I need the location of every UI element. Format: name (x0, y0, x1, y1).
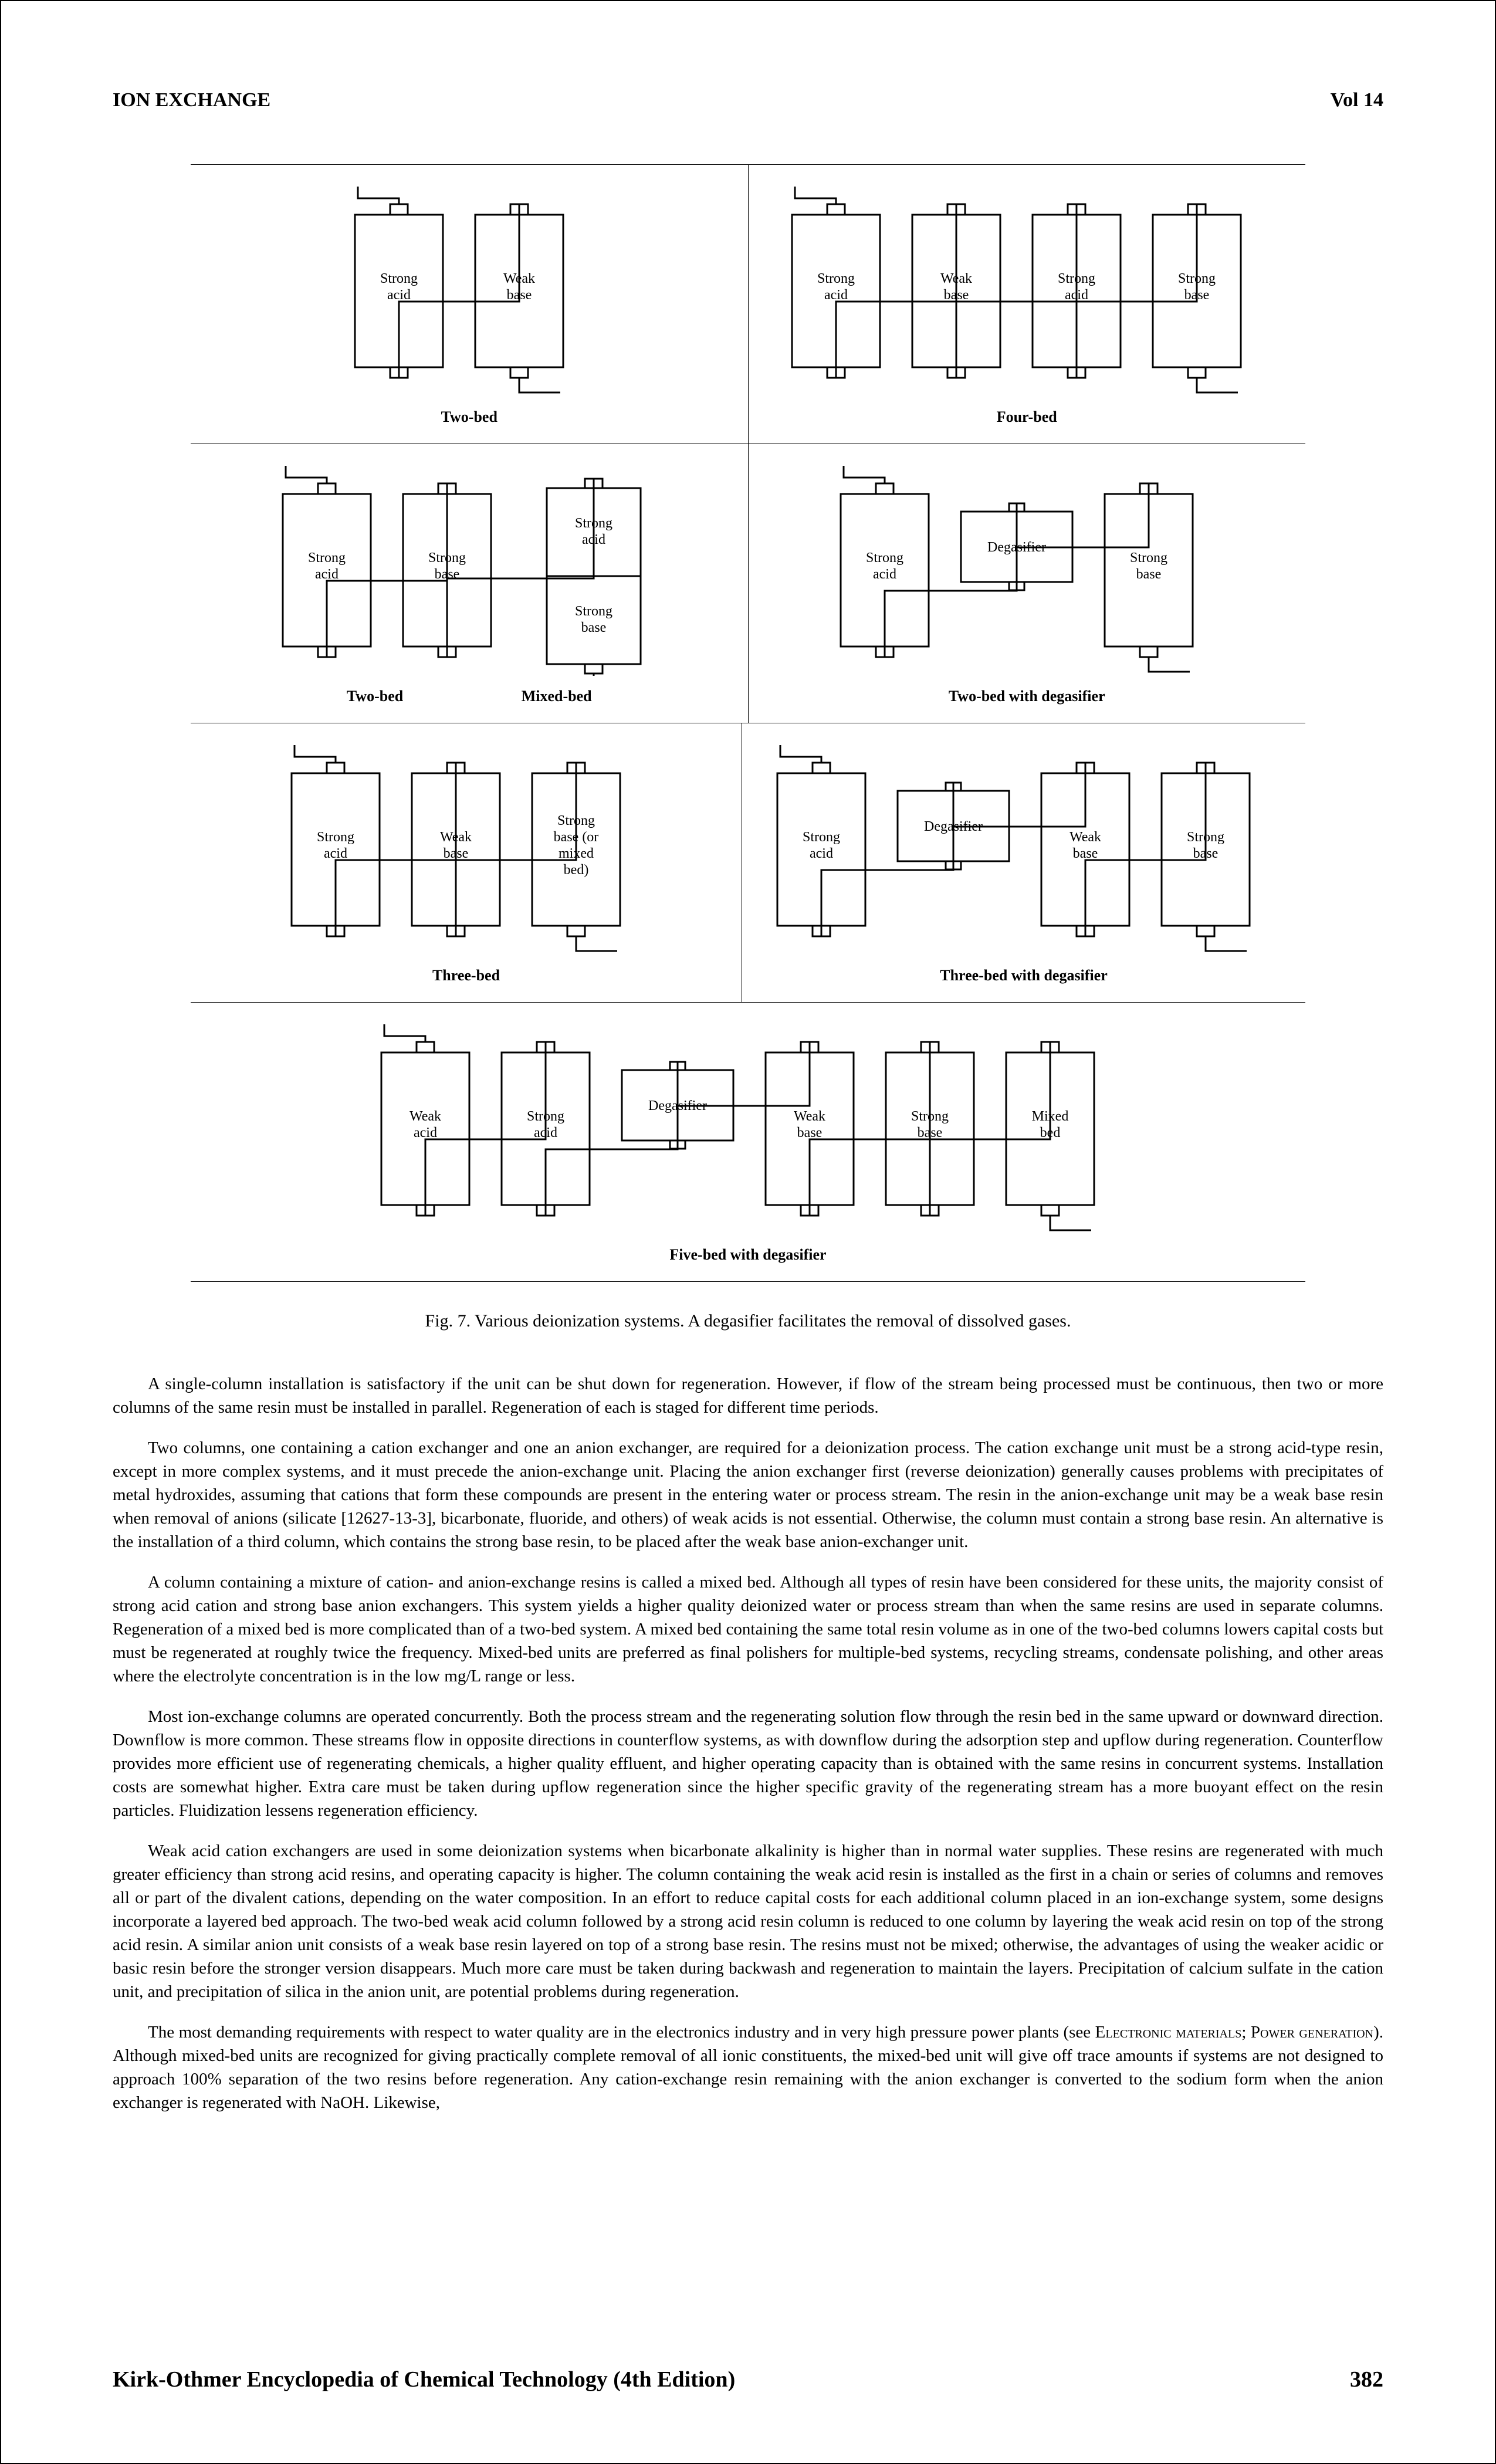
diagram-cell: StrongacidStrongbaseStrongacidStrongbase… (191, 444, 749, 723)
diagram-cell: StrongacidWeakbaseStrongbase (ormixedbed… (191, 723, 742, 1002)
paragraph: Weak acid cation exchangers are used in … (113, 1839, 1383, 2003)
figure-7: StrongacidWeakbase Two-bedStrongacidWeak… (191, 164, 1305, 1282)
footer-left: Kirk-Othmer Encyclopedia of Chemical Tec… (113, 2367, 735, 2392)
diagram-label: Two-bed (202, 397, 736, 444)
svg-text:Strong: Strong (866, 550, 903, 566)
svg-text:acid: acid (387, 287, 411, 303)
diagram-label: Two-bed with degasifier (760, 676, 1294, 723)
header-left: ION EXCHANGE (113, 89, 270, 111)
page-header: ION EXCHANGE Vol 14 (113, 89, 1383, 111)
svg-text:acid: acid (824, 287, 848, 303)
paragraph: A single-column installation is satisfac… (113, 1372, 1383, 1419)
svg-text:Strong: Strong (817, 271, 855, 286)
diagram-cell: StrongacidWeakbase Two-bed (191, 165, 749, 444)
diagram-label: Three-bed with degasifier (754, 955, 1294, 1002)
svg-text:acid: acid (315, 567, 339, 582)
paragraph: Two columns, one containing a cation exc… (113, 1436, 1383, 1553)
diagram-label: Four-bed (760, 397, 1294, 444)
svg-text:Strong: Strong (575, 604, 612, 619)
svg-text:Strong: Strong (1130, 550, 1167, 566)
svg-text:Weak: Weak (409, 1109, 441, 1124)
svg-text:acid: acid (324, 846, 347, 861)
page: ION EXCHANGE Vol 14 StrongacidWeakbase T… (0, 0, 1496, 2464)
svg-text:base: base (581, 620, 607, 635)
diagram-label: Two-bed Mixed-bed (202, 676, 736, 723)
diagram-row: StrongacidStrongbaseStrongacidStrongbase… (191, 444, 1305, 723)
diagram-cell: StrongacidDegasifierWeakbaseStrongbase T… (742, 723, 1305, 1002)
figure-caption: Fig. 7. Various deionization systems. A … (113, 1311, 1383, 1331)
footer-right: 382 (1350, 2367, 1383, 2392)
svg-text:base: base (797, 1125, 823, 1140)
svg-text:base: base (1073, 846, 1098, 861)
diagram-row: StrongacidWeakbase Two-bedStrongacidWeak… (191, 164, 1305, 444)
body-text: A single-column installation is satisfac… (113, 1372, 1383, 2114)
paragraph: Most ion-exchange columns are operated c… (113, 1705, 1383, 1822)
svg-text:Strong: Strong (803, 830, 840, 845)
header-right: Vol 14 (1331, 89, 1383, 111)
svg-text:bed): bed) (564, 862, 589, 878)
diagram-label: Three-bed (202, 955, 730, 1002)
svg-text:base: base (1136, 567, 1161, 582)
diagram-cell: StrongacidWeakbaseStrongacidStrongbase F… (749, 165, 1306, 444)
diagram-label: Five-bed with degasifier (202, 1234, 1294, 1281)
svg-text:Weak: Weak (794, 1109, 825, 1124)
diagram-row: WeakacidStrongacidDegasifierWeakbaseStro… (191, 1002, 1305, 1282)
diagram-row: StrongacidWeakbaseStrongbase (ormixedbed… (191, 723, 1305, 1002)
diagram-cell: StrongacidDegasifierStrongbase Two-bed w… (749, 444, 1306, 723)
svg-text:Strong: Strong (317, 830, 354, 845)
svg-text:Strong: Strong (308, 550, 346, 566)
page-footer: Kirk-Othmer Encyclopedia of Chemical Tec… (113, 2367, 1383, 2392)
svg-text:Strong: Strong (380, 271, 418, 286)
svg-text:acid: acid (414, 1125, 437, 1140)
svg-text:acid: acid (873, 567, 896, 582)
svg-text:acid: acid (810, 846, 833, 861)
diagram-cell: WeakacidStrongacidDegasifierWeakbaseStro… (191, 1003, 1305, 1281)
paragraph: A column containing a mixture of cation-… (113, 1571, 1383, 1688)
svg-text:Weak: Weak (1069, 830, 1101, 845)
paragraph: The most demanding requirements with res… (113, 2020, 1383, 2114)
